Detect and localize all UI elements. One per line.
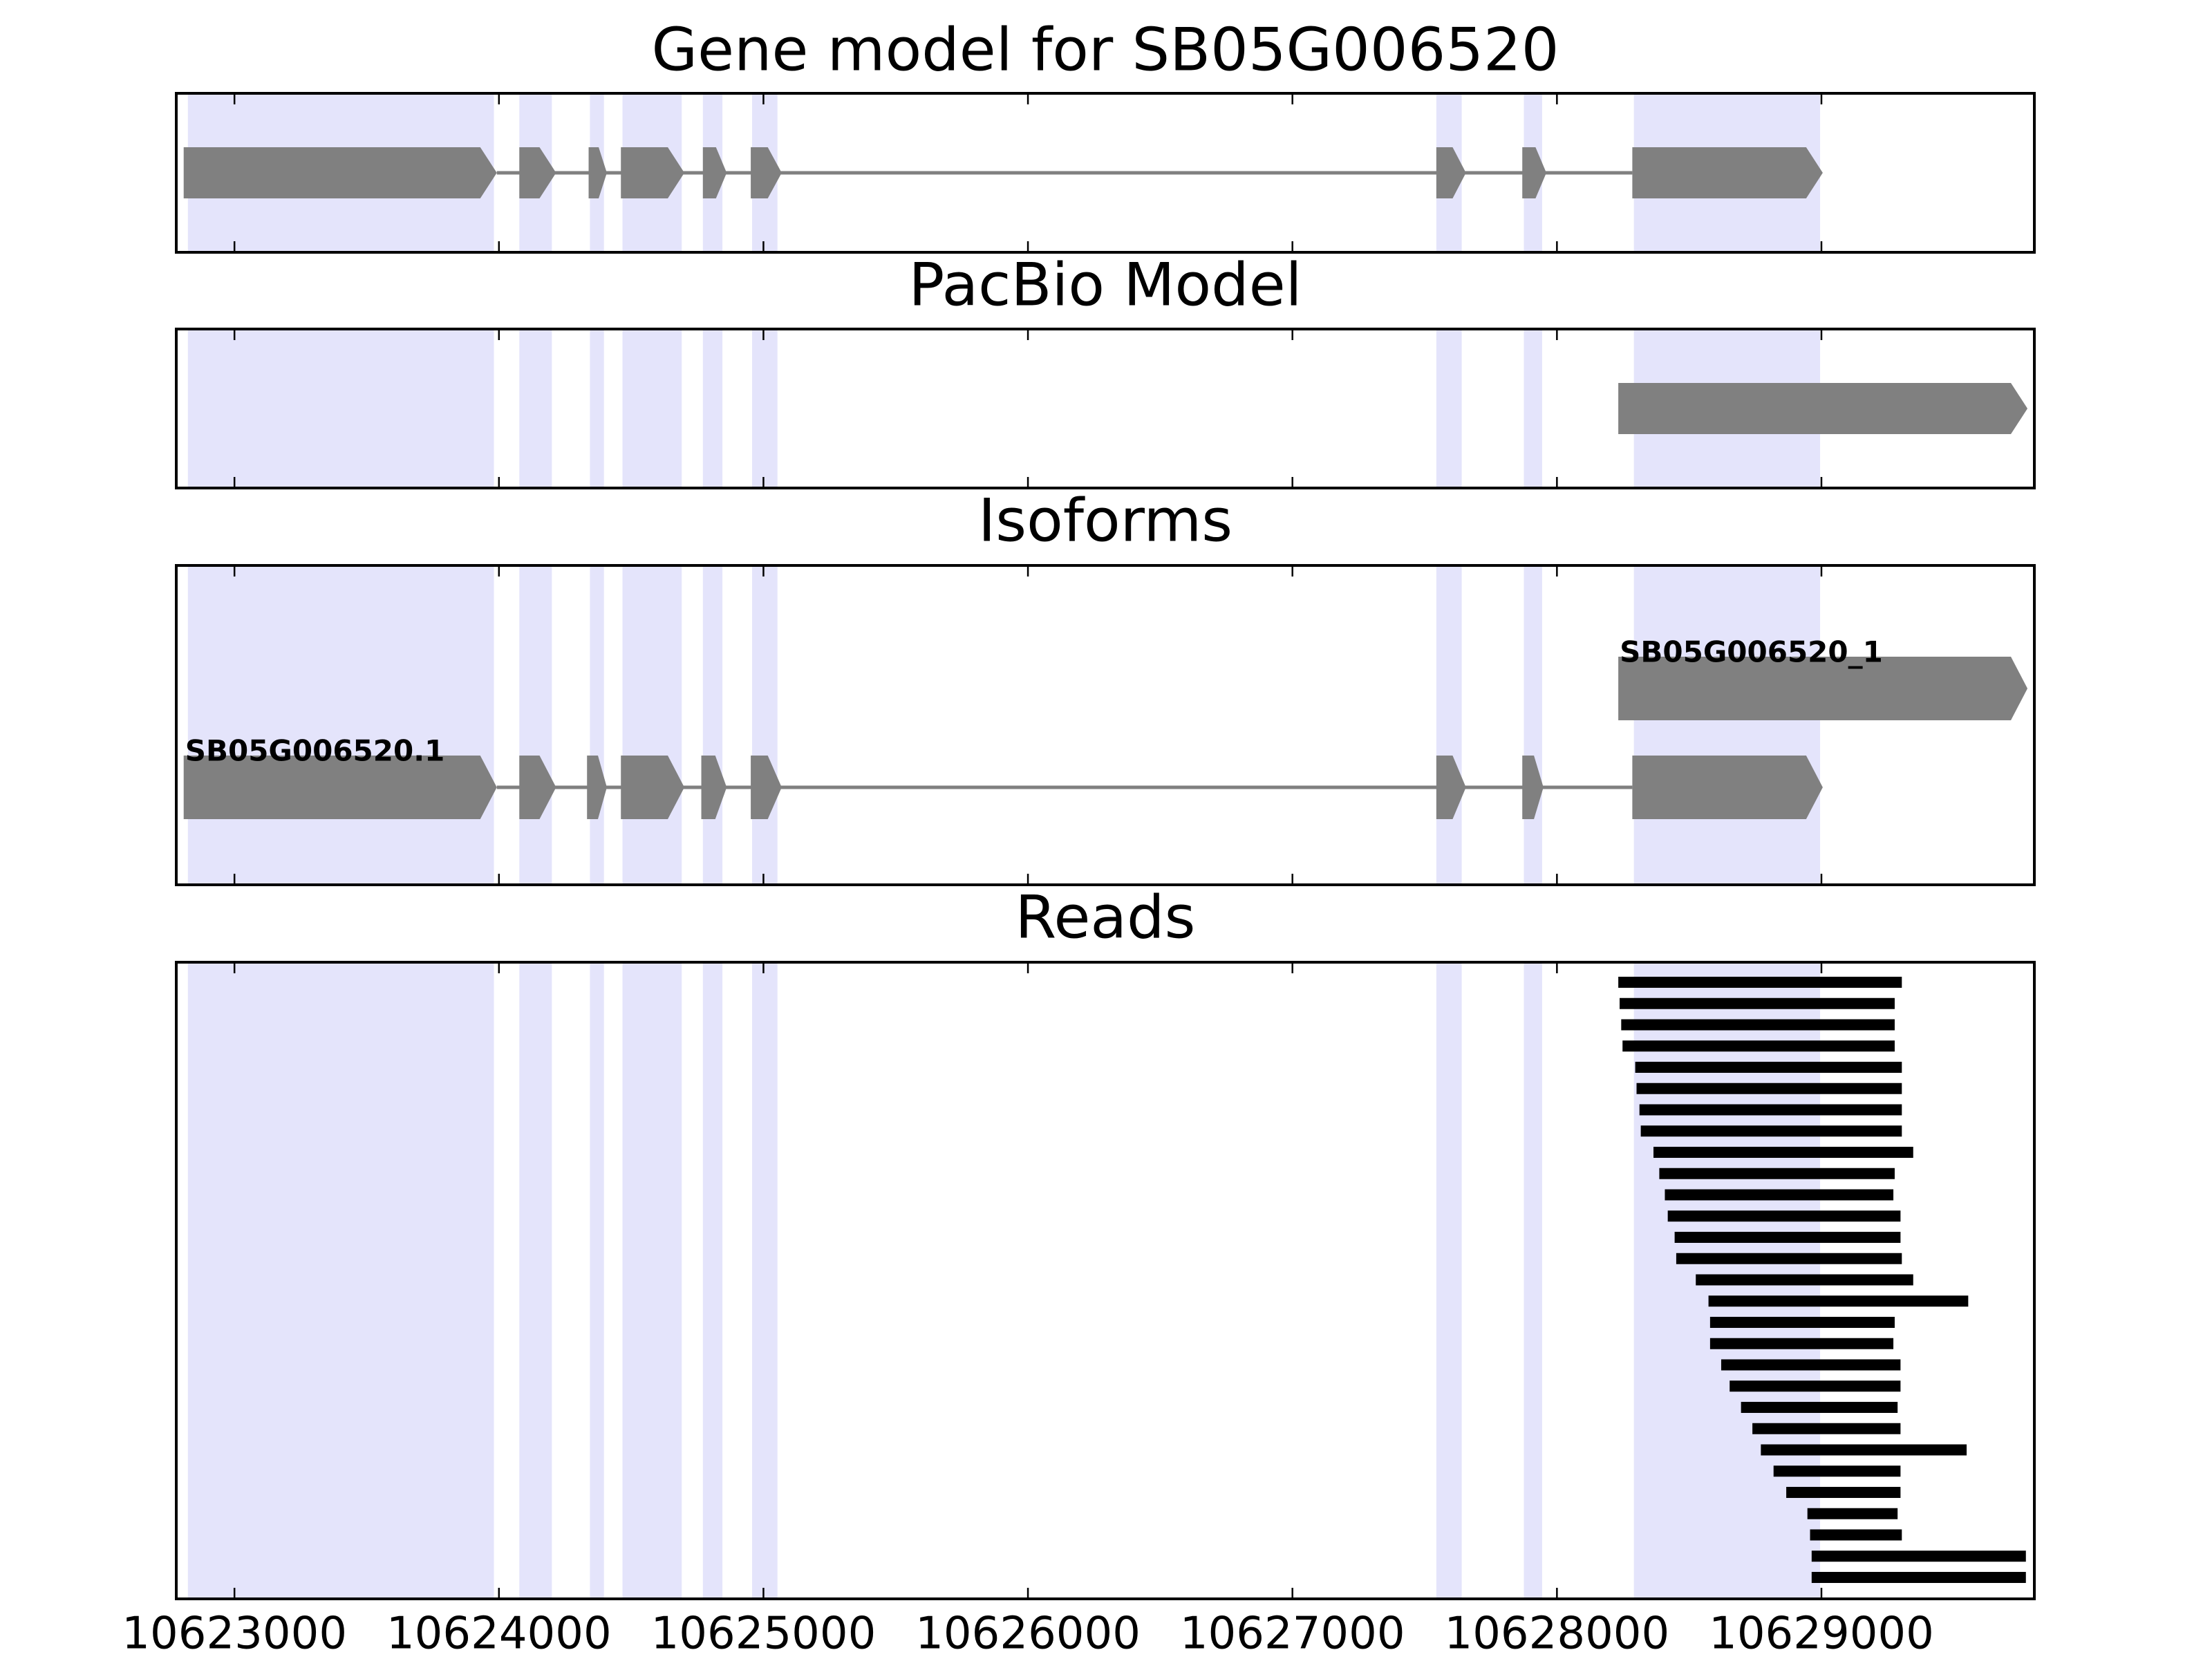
x-tick-label: 10626000 bbox=[915, 1609, 1141, 1659]
panel: Reads 10623000 10624000 10625000 10626000 106… bbox=[122, 883, 2036, 1659]
exon-highlight bbox=[702, 329, 723, 488]
exon-highlight bbox=[751, 962, 778, 1599]
exon bbox=[588, 147, 607, 198]
x-tick-label: 10623000 bbox=[122, 1609, 347, 1659]
exon bbox=[1522, 147, 1547, 198]
isoform-label: SB05G006520_1 bbox=[1620, 635, 1883, 669]
read bbox=[1622, 1040, 1895, 1052]
exon bbox=[621, 147, 685, 198]
x-tick-label: 10624000 bbox=[386, 1609, 612, 1659]
read bbox=[1676, 1253, 1902, 1264]
read bbox=[1730, 1380, 1901, 1392]
panel-title: Gene model for SB05G006520 bbox=[652, 15, 1559, 84]
exon-highlight bbox=[187, 329, 494, 488]
read bbox=[1721, 1359, 1901, 1371]
exon-highlight bbox=[519, 565, 552, 885]
exon-highlight bbox=[519, 329, 552, 488]
exon bbox=[587, 756, 607, 819]
exon-highlight bbox=[1436, 962, 1462, 1599]
exon bbox=[1436, 147, 1466, 198]
exon-highlight bbox=[1524, 565, 1542, 885]
exon bbox=[701, 756, 727, 819]
exon bbox=[1522, 756, 1544, 819]
read bbox=[1773, 1465, 1901, 1477]
read bbox=[1696, 1274, 1913, 1286]
panel-title: PacBio Model bbox=[908, 250, 1302, 319]
exon-highlight bbox=[590, 565, 604, 885]
exon-highlight bbox=[1633, 565, 1821, 885]
read bbox=[1665, 1189, 1894, 1201]
panel: PacBio Model bbox=[175, 250, 2036, 489]
exon-highlight bbox=[1436, 565, 1462, 885]
read bbox=[1752, 1423, 1901, 1434]
panel-title: Reads bbox=[1015, 883, 1196, 952]
read bbox=[1709, 1338, 1894, 1349]
exon-highlight bbox=[1524, 329, 1542, 488]
panel-title: Isoforms bbox=[978, 486, 1232, 555]
exon bbox=[519, 756, 556, 819]
exon-highlight bbox=[1524, 962, 1542, 1599]
exon-highlight bbox=[622, 565, 682, 885]
read bbox=[1618, 977, 1902, 988]
read bbox=[1807, 1508, 1898, 1519]
exon-highlight bbox=[751, 565, 778, 885]
exon bbox=[1632, 147, 1823, 198]
read bbox=[1621, 1019, 1895, 1031]
exon-highlight bbox=[187, 962, 494, 1599]
x-tick-label: 10628000 bbox=[1444, 1609, 1669, 1659]
exon bbox=[702, 147, 727, 198]
isoform-label: SB05G006520.1 bbox=[185, 734, 445, 768]
exon-highlight bbox=[519, 962, 552, 1599]
panel-frame bbox=[175, 564, 2036, 886]
exon-highlight bbox=[751, 329, 778, 488]
exon-highlight bbox=[590, 329, 604, 488]
exon-highlight bbox=[702, 565, 723, 885]
read bbox=[1811, 1550, 2026, 1562]
read bbox=[1709, 1317, 1895, 1328]
exon bbox=[621, 756, 685, 819]
x-tick-label: 10627000 bbox=[1180, 1609, 1405, 1659]
read bbox=[1667, 1210, 1901, 1222]
exon bbox=[1632, 756, 1823, 819]
exon-highlight bbox=[187, 565, 494, 885]
panel-frame bbox=[175, 328, 2036, 489]
exon bbox=[1618, 657, 2028, 720]
exon-highlight bbox=[1436, 329, 1462, 488]
exon-highlight bbox=[590, 962, 604, 1599]
exon bbox=[751, 756, 782, 819]
read bbox=[1635, 1062, 1902, 1073]
read bbox=[1639, 1104, 1902, 1116]
exon bbox=[1436, 756, 1466, 819]
exon-highlight bbox=[702, 962, 723, 1599]
exon-highlight bbox=[622, 329, 682, 488]
x-tick-label: 10629000 bbox=[1709, 1609, 1934, 1659]
exon bbox=[1618, 383, 2028, 434]
panel-frame bbox=[175, 961, 2036, 1600]
panel-frame bbox=[175, 92, 2036, 254]
exon bbox=[519, 147, 556, 198]
read bbox=[1741, 1402, 1898, 1413]
read bbox=[1659, 1168, 1895, 1179]
panel: Isoforms SB05G006520.1 SB05G006520_1 bbox=[175, 486, 2036, 886]
exon bbox=[183, 756, 497, 819]
read bbox=[1674, 1232, 1901, 1243]
x-tick-label: 10625000 bbox=[651, 1609, 877, 1659]
exon-highlight bbox=[622, 962, 682, 1599]
read bbox=[1620, 997, 1895, 1009]
exon bbox=[751, 147, 782, 198]
panel: Gene model for SB05G006520 bbox=[175, 15, 2036, 254]
read bbox=[1811, 1572, 2026, 1583]
read bbox=[1786, 1487, 1901, 1498]
exon bbox=[183, 147, 497, 198]
read bbox=[1810, 1529, 1902, 1541]
read bbox=[1653, 1147, 1913, 1158]
read bbox=[1640, 1125, 1902, 1137]
read bbox=[1636, 1082, 1902, 1094]
read bbox=[1708, 1295, 1969, 1307]
read bbox=[1761, 1444, 1967, 1456]
